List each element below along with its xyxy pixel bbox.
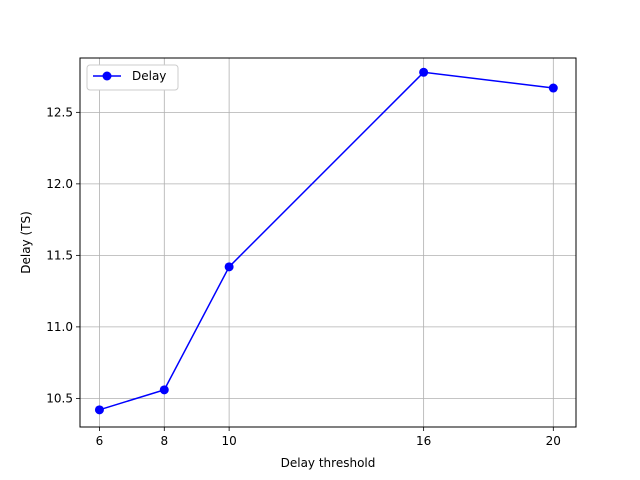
legend-entry-delay: Delay <box>132 69 166 83</box>
x-tick-label: 20 <box>546 434 561 448</box>
legend: Delay <box>86 64 179 91</box>
series-layer <box>94 67 558 415</box>
data-point <box>548 83 558 93</box>
data-point <box>159 385 169 395</box>
x-tick-label: 6 <box>96 434 104 448</box>
y-axis: 10.5 11.0 11.5 12.0 12.5 <box>46 105 80 405</box>
grid <box>80 58 576 427</box>
y-tick-label: 12.0 <box>46 177 73 191</box>
legend-marker-swatch <box>102 71 112 81</box>
y-axis-label: Delay (TS) <box>19 211 33 274</box>
x-tick-label: 8 <box>160 434 168 448</box>
plot-frame <box>79 57 577 428</box>
y-tick-label: 11.5 <box>46 248 73 262</box>
x-axis-label: Delay threshold <box>281 456 376 470</box>
x-axis: 6 8 10 16 20 <box>96 427 561 448</box>
plot-background <box>80 58 576 427</box>
data-point <box>419 67 429 77</box>
plot-area: 6 8 10 16 20 10.5 11.0 11.5 12.0 12.5 <box>46 57 577 448</box>
y-tick-label: 11.0 <box>46 320 73 334</box>
data-point <box>224 262 234 272</box>
x-tick-label: 16 <box>416 434 431 448</box>
y-tick-label: 10.5 <box>46 391 73 405</box>
data-point <box>94 405 104 415</box>
legend-box <box>86 64 179 91</box>
y-tick-label: 12.5 <box>46 105 73 119</box>
x-tick-label: 10 <box>221 434 236 448</box>
